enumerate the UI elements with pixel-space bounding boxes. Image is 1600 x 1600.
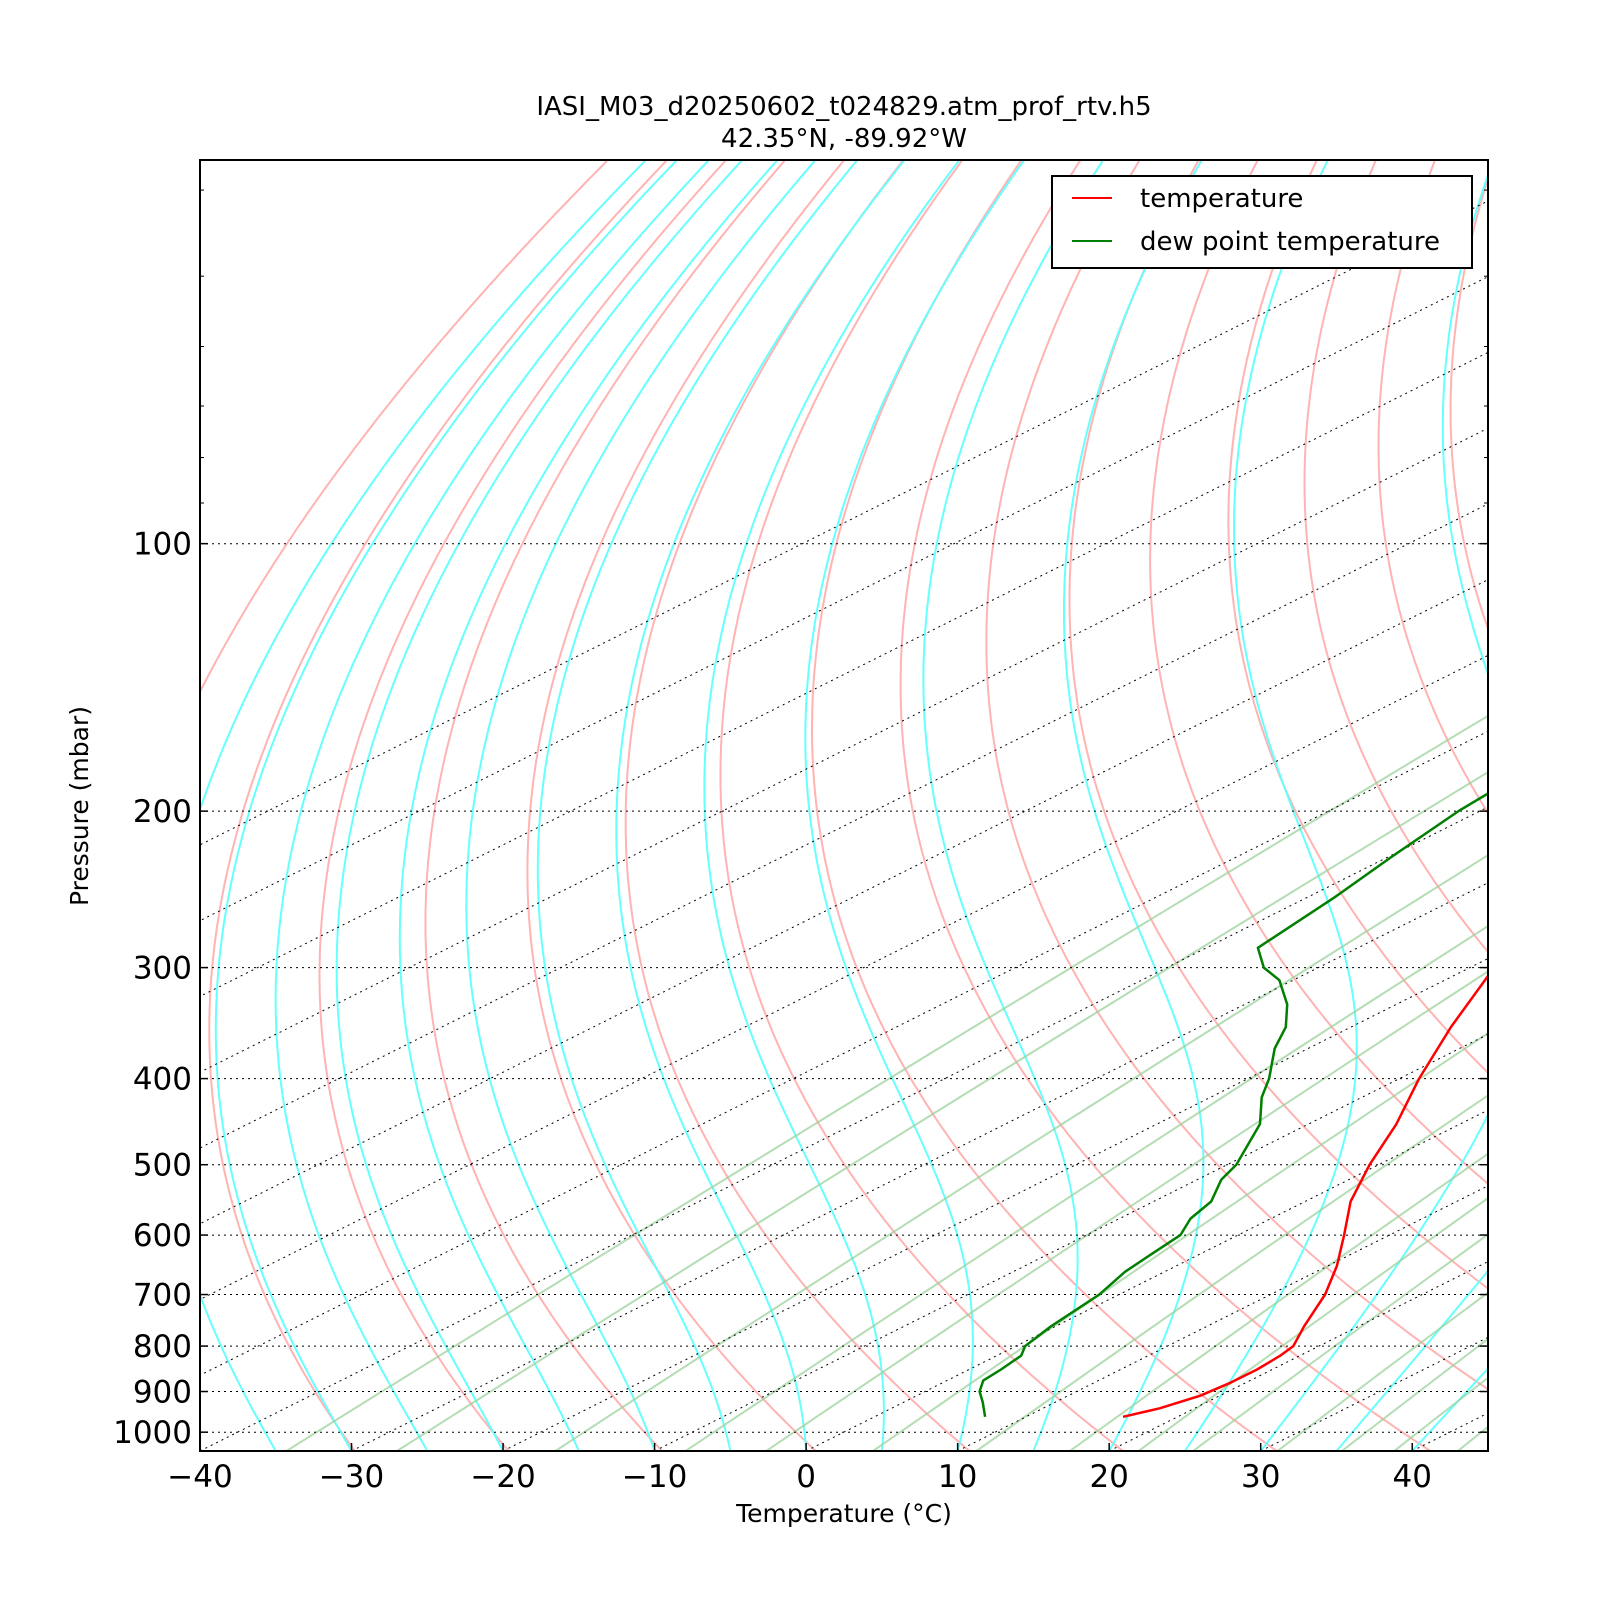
dry-adiabat-line	[1303, 160, 1488, 954]
isotherm-gridline	[502, 957, 1488, 1451]
dry-adiabat-line	[200, 160, 610, 1451]
x-tick-label: 10	[938, 1459, 977, 1495]
legend-label-temperature: temperature	[1140, 184, 1303, 214]
dry-adiabat-line	[811, 160, 1278, 1451]
x-tick-label: 20	[1089, 1459, 1128, 1495]
dry-adiabat-line	[318, 160, 728, 1451]
dry-adiabat-line	[719, 160, 1124, 1451]
y-tick-label: 200	[133, 794, 192, 830]
moist-adiabat-line	[1487, 1449, 1488, 1451]
isotherm-gridline	[1564, 160, 1600, 1451]
x-axis-label: Temperature (°C)	[735, 1499, 952, 1528]
isotherm-gridline	[200, 806, 1488, 1451]
dry-adiabat-line	[1227, 160, 1488, 1075]
moist-adiabat-line	[335, 160, 744, 1451]
y-tick-label: 300	[133, 951, 192, 987]
mixing-ratio-line	[765, 970, 1488, 1451]
mixing-ratio-line	[1393, 1376, 1488, 1451]
y-tick-label: 1000	[113, 1415, 192, 1451]
x-tick-label: −20	[470, 1459, 535, 1495]
mixing-ratio-line	[975, 1094, 1488, 1451]
moist-adiabat-line	[214, 160, 679, 1451]
mixing-ratio-line	[1276, 1291, 1488, 1451]
moist-adiabat-line	[1259, 172, 1488, 1451]
dry-adiabat-line	[1149, 160, 1488, 1186]
isotherm-gridline	[200, 654, 1488, 1301]
dewpoint-series-line	[978, 792, 1488, 1418]
y-tick-label: 900	[133, 1375, 192, 1411]
y-tick-label: 100	[133, 527, 192, 563]
mixing-ratio-line	[1138, 1196, 1488, 1451]
dry-adiabat-line	[1377, 160, 1488, 815]
isotherm-gridline	[957, 1185, 1488, 1451]
dry-adiabat-line	[1449, 175, 1488, 632]
moist-adiabat-line	[465, 160, 817, 1451]
mixing-ratio-line	[554, 854, 1488, 1451]
isotherm-gridline	[200, 730, 1488, 1376]
y-axis-label: Pressure (mbar)	[65, 706, 94, 906]
moist-adiabat-line	[1063, 160, 1205, 1451]
moist-adiabat-line	[615, 160, 906, 1451]
mixing-ratio-line	[396, 770, 1488, 1451]
isotherm-gridline	[200, 351, 1488, 997]
isotherm-gridline	[200, 579, 1488, 1225]
x-tick-label: −40	[167, 1459, 232, 1495]
plot-frame	[199, 159, 1489, 1452]
x-tick-label: −10	[622, 1459, 687, 1495]
mixing-ratio-line	[285, 714, 1488, 1451]
dry-adiabat-line	[424, 160, 787, 1451]
legend-label-dew-point: dew point temperature	[1140, 227, 1440, 257]
mixing-ratio-line	[1192, 1233, 1488, 1451]
moist-adiabat-line	[1184, 160, 1358, 1451]
dry-adiabat-line	[1589, 145, 1600, 1451]
isotherm-gridline	[351, 882, 1488, 1451]
moist-adiabat-line	[1335, 1269, 1488, 1451]
moist-adiabat-line	[922, 160, 1105, 1451]
x-tick-label: 0	[796, 1459, 816, 1495]
isotherm-gridline	[200, 276, 1488, 922]
moist-adiabat-line	[536, 160, 859, 1451]
moist-adiabat-line	[274, 160, 711, 1451]
moist-adiabat-line	[703, 160, 961, 1451]
x-tick-label: −30	[319, 1459, 384, 1495]
isotherm-gridline	[200, 503, 1488, 1149]
legend-box	[1051, 175, 1473, 269]
isotherm-gridline	[1260, 1336, 1488, 1451]
dry-adiabat-line	[624, 160, 971, 1451]
moist-adiabat-line	[398, 160, 779, 1451]
moist-adiabat-line	[1411, 1367, 1488, 1451]
dry-adiabat-line	[899, 160, 1431, 1451]
moist-adiabat-line	[200, 160, 648, 1451]
isotherm-gridline	[1411, 1412, 1488, 1451]
dry-adiabat-line	[985, 160, 1488, 1391]
isotherm-gridline	[654, 1033, 1488, 1451]
moist-adiabat-line	[804, 160, 1026, 1451]
isotherm-gridline	[200, 427, 1488, 1073]
dry-adiabat-line	[526, 160, 846, 1451]
mixing-ratio-line	[1069, 1152, 1488, 1451]
dry-adiabat-line	[1521, 145, 1600, 1451]
chart-title: IASI_M03_d20250602_t024829.atm_prof_rtv.…	[536, 92, 1151, 122]
legend: temperature dew point temperature	[1051, 175, 1473, 269]
x-tick-label: 30	[1241, 1459, 1280, 1495]
chart-subtitle: 42.35°N, -89.92°W	[721, 124, 967, 154]
dry-adiabat-line	[208, 160, 669, 1451]
temperature-series-line	[1122, 973, 1488, 1419]
plot-area	[200, 145, 1600, 1451]
isotherm-gridline	[805, 1109, 1488, 1451]
y-tick-label: 400	[133, 1062, 192, 1098]
x-tick-label: 40	[1393, 1459, 1432, 1495]
y-tick-label: 600	[133, 1218, 192, 1254]
mixing-ratio-line	[872, 1032, 1488, 1451]
y-tick-label: 700	[133, 1278, 192, 1314]
y-tick-label: 500	[133, 1148, 192, 1184]
mixing-ratio-line	[1457, 1425, 1488, 1451]
y-tick-label: 800	[133, 1329, 192, 1365]
mixing-ratio-line	[685, 924, 1488, 1451]
